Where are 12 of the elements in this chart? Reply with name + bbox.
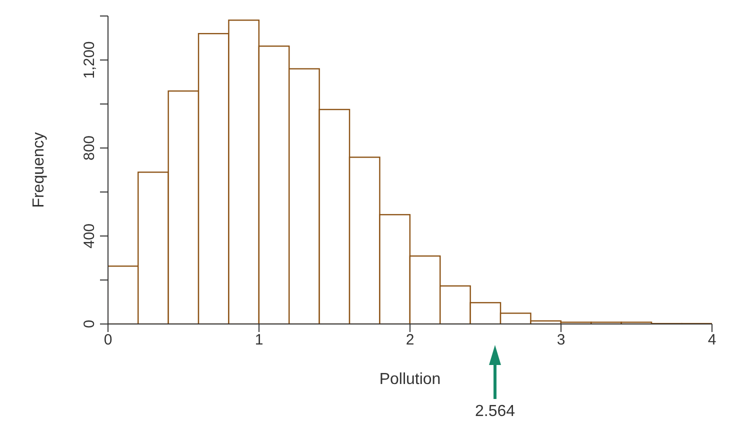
x-tick-label: 2 bbox=[406, 332, 414, 349]
x-tick-label: 4 bbox=[708, 332, 716, 349]
y-tick-label: 400 bbox=[81, 223, 98, 249]
x-tick-label: 1 bbox=[254, 332, 264, 349]
x-tick-label: 3 bbox=[556, 332, 566, 349]
x-axis-title: Pollution bbox=[379, 371, 441, 388]
y-axis-title: Frequency bbox=[30, 132, 48, 208]
text: 2.564 bbox=[474, 403, 516, 421]
y-tick-label: 0 bbox=[81, 320, 98, 328]
y-tick-label: 1,200 bbox=[81, 41, 98, 79]
x-tick-label: 0 bbox=[104, 332, 112, 349]
y-tick-label: 800 bbox=[81, 135, 98, 161]
